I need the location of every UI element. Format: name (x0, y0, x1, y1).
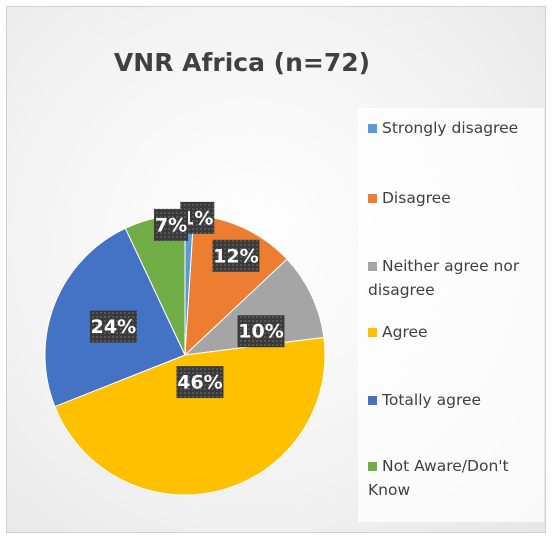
chart-title: VNR Africa (n=72) (114, 48, 370, 77)
legend-swatch (368, 262, 377, 271)
data-label: 46% (177, 372, 222, 394)
legend-label: Agree (382, 323, 428, 341)
legend-label: Totally agree (382, 391, 482, 409)
pie-slice (183, 258, 325, 356)
legend-label: Strongly disagree (382, 119, 519, 137)
data-label: 12% (213, 245, 258, 267)
legend-item: Agree (368, 320, 540, 344)
legend-item: Not Aware/Don't Know (368, 454, 540, 502)
legend-item: Strongly disagree (368, 116, 540, 140)
data-label: 24% (91, 316, 136, 338)
legend-item: Totally agree (368, 388, 540, 412)
data-label-box (89, 310, 137, 343)
legend-swatch (368, 194, 377, 203)
legend-swatch (368, 328, 377, 337)
legend-swatch (368, 124, 377, 133)
data-label-box (237, 315, 285, 348)
legend-swatch (368, 396, 377, 405)
legend-label: Disagree (382, 189, 451, 207)
legend-item: Disagree (368, 186, 540, 210)
legend-label: Neither agree nor disagree (368, 257, 520, 299)
data-label-box (176, 366, 224, 399)
data-label: 7% (155, 214, 187, 236)
data-label: 10% (238, 321, 283, 343)
legend-item: Neither agree nor disagree (368, 254, 540, 302)
data-label: 1% (181, 207, 213, 229)
data-label-box (154, 208, 189, 241)
pie-slice (54, 336, 326, 496)
legend-label: Not Aware/Don't Know (368, 457, 509, 499)
legend-swatch (368, 462, 377, 471)
legend: Strongly disagree Disagree Neither agree n… (358, 108, 544, 522)
data-label-box (212, 239, 260, 272)
